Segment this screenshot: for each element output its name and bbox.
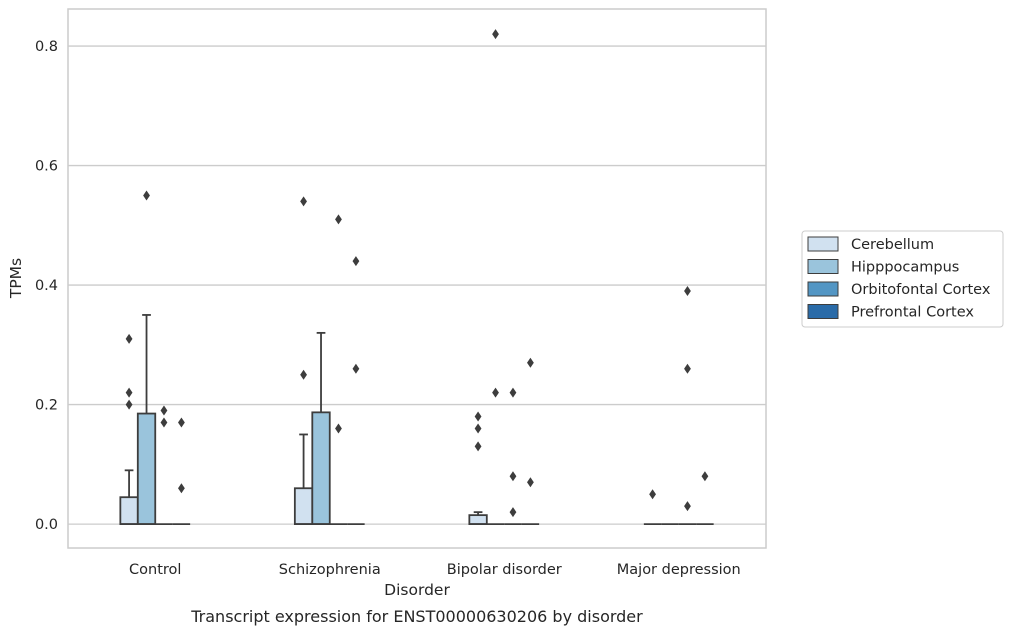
box-series-layer — [119, 314, 714, 525]
outlier-point — [474, 411, 482, 422]
outlier-point — [474, 441, 482, 452]
box-hipppocampus — [136, 314, 157, 525]
outlier-point — [352, 363, 360, 374]
y-axis-label: TPMs — [7, 258, 25, 299]
outlier-point — [509, 387, 517, 398]
outlier-point — [300, 369, 307, 380]
outlier-point — [684, 286, 691, 297]
x-tick-label: Bipolar disorder — [447, 562, 562, 578]
y-tick-label: 0.4 — [35, 278, 58, 294]
outlier-point — [143, 190, 150, 201]
box-body — [468, 514, 488, 525]
chart-caption: Transcript expression for ENST0000063020… — [190, 607, 643, 626]
outlier-point — [649, 489, 656, 500]
legend-swatch — [807, 304, 839, 319]
box-body — [136, 412, 157, 525]
outlier-point — [492, 29, 499, 40]
outlier-point — [474, 423, 482, 434]
legend-swatch — [807, 259, 839, 274]
x-axis-label: Disorder — [384, 581, 450, 599]
x-axis-ticks: Control Schizophrenia Bipolar disorder Majo… — [129, 562, 741, 578]
x-tick-label: Control — [129, 562, 181, 578]
outlier-point — [178, 417, 185, 428]
plot-area-background — [68, 9, 766, 548]
outlier-point — [300, 196, 307, 207]
box-body — [119, 496, 139, 525]
legend-frame — [801, 230, 1004, 328]
outlier-point — [701, 471, 709, 482]
outlier-point — [160, 405, 168, 416]
legend-swatch — [807, 236, 839, 252]
outlier-point — [125, 333, 133, 344]
box-cerebellum — [468, 511, 488, 525]
y-tick-label: 0.0 — [35, 517, 58, 533]
legend-swatch — [807, 281, 839, 297]
outlier-point — [527, 477, 534, 488]
outlier-point — [178, 483, 185, 494]
legend-label: Orbitofontal Cortex — [851, 282, 991, 298]
box-cerebellum — [119, 469, 139, 525]
y-axis-ticks: 0.0 0.2 0.4 0.6 0.8 — [35, 39, 58, 533]
outlier-point — [352, 256, 360, 267]
outlier-point — [509, 471, 517, 482]
y-tick-label: 0.8 — [35, 39, 58, 55]
x-tick-label: Schizophrenia — [279, 562, 381, 578]
outlier-point — [492, 387, 499, 398]
legend-label: Prefrontal Cortex — [851, 305, 974, 321]
y-tick-label: 0.2 — [35, 398, 58, 414]
box-hipppocampus — [311, 331, 331, 525]
box-body — [293, 487, 314, 525]
outlier-point — [125, 387, 133, 398]
outlier-point — [125, 399, 133, 410]
legend-label: Cerebellum — [851, 237, 934, 253]
outlier-point — [684, 501, 691, 512]
box-body — [311, 411, 331, 525]
outlier-point — [684, 363, 691, 374]
outlier-point — [335, 214, 342, 225]
plot-area-frame — [67, 8, 767, 549]
outlier-point — [509, 507, 517, 518]
outlier-point — [160, 417, 168, 428]
x-tick-label: Major depression — [617, 562, 741, 578]
outlier-point — [527, 357, 534, 368]
outlier-points-layer — [125, 29, 709, 518]
legend-label: Hipppocampus — [851, 260, 959, 276]
y-tick-label: 0.6 — [35, 159, 58, 175]
outlier-point — [335, 423, 342, 434]
legend: Cerebellum Hipppocampus Orbitofontal Corte… — [801, 230, 1004, 328]
